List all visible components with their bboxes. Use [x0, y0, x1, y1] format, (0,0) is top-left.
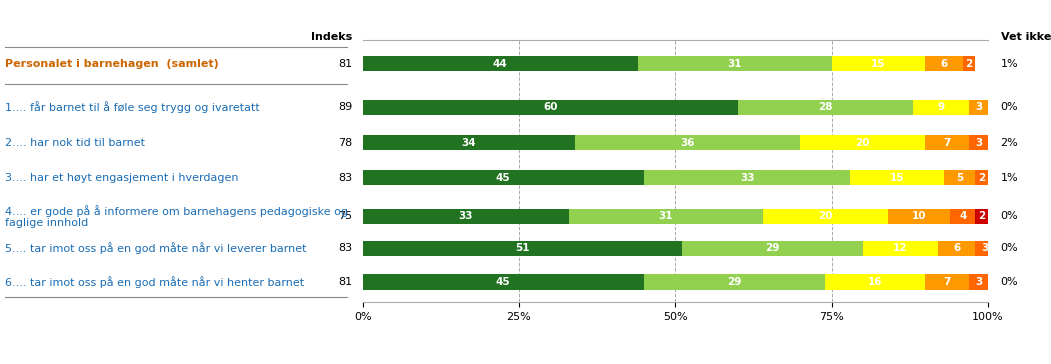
Text: 1.... får barnet til å føle seg trygg og ivaretatt: 1.... får barnet til å føle seg trygg og…: [5, 101, 260, 113]
Text: 33: 33: [458, 211, 473, 221]
Bar: [926, 135, 969, 150]
Text: 3: 3: [982, 244, 988, 253]
Bar: [888, 209, 950, 224]
Text: 78: 78: [337, 138, 352, 147]
Bar: [738, 100, 913, 115]
Bar: [969, 274, 988, 289]
Text: 28: 28: [818, 102, 832, 112]
Text: 5: 5: [956, 173, 964, 183]
Text: 51: 51: [515, 244, 530, 253]
Bar: [363, 241, 681, 256]
Text: 6.... tar imot oss på en god måte når vi henter barnet: 6.... tar imot oss på en god måte når vi…: [5, 276, 305, 288]
Text: 6: 6: [941, 59, 948, 68]
Text: 83: 83: [338, 173, 352, 183]
Text: 29: 29: [765, 244, 780, 253]
Text: 16: 16: [868, 277, 883, 287]
Text: 7: 7: [944, 277, 951, 287]
Text: 3.... har et høyt engasjement i hverdagen: 3.... har et høyt engasjement i hverdage…: [5, 173, 239, 183]
Bar: [975, 209, 988, 224]
Text: 1%: 1%: [1001, 173, 1018, 183]
Text: 4: 4: [960, 211, 967, 221]
Text: 3: 3: [975, 138, 983, 147]
Bar: [363, 100, 738, 115]
Text: Personalet i barnehagen  (samlet): Personalet i barnehagen (samlet): [5, 59, 219, 68]
Bar: [944, 170, 975, 185]
Bar: [975, 170, 988, 185]
Text: 81: 81: [338, 277, 352, 287]
Bar: [950, 209, 975, 224]
Text: 29: 29: [727, 277, 742, 287]
Bar: [969, 135, 988, 150]
Text: 1%: 1%: [1001, 59, 1018, 68]
Text: 15: 15: [890, 173, 905, 183]
Bar: [644, 274, 825, 289]
Text: 0%: 0%: [1001, 211, 1018, 221]
Bar: [975, 241, 994, 256]
Bar: [801, 135, 926, 150]
Text: 0%: 0%: [1001, 244, 1018, 253]
Bar: [575, 135, 801, 150]
Text: Vet ikke: Vet ikke: [1001, 32, 1051, 42]
Text: 34: 34: [461, 138, 476, 147]
Text: 20: 20: [856, 138, 870, 147]
Text: 2%: 2%: [1001, 138, 1018, 147]
Text: 45: 45: [496, 277, 511, 287]
Bar: [963, 56, 975, 71]
Bar: [969, 100, 988, 115]
Text: 0%: 0%: [1001, 102, 1018, 112]
Bar: [863, 241, 937, 256]
Text: 2.... har nok tid til barnet: 2.... har nok tid til barnet: [5, 138, 145, 147]
Text: 81: 81: [338, 59, 352, 68]
Text: 12: 12: [893, 244, 908, 253]
Text: 36: 36: [681, 138, 695, 147]
Bar: [913, 100, 969, 115]
Bar: [363, 170, 644, 185]
Bar: [363, 209, 569, 224]
Bar: [926, 56, 963, 71]
Text: 33: 33: [740, 173, 755, 183]
Bar: [569, 209, 763, 224]
Text: 5.... tar imot oss på en god måte når vi leverer barnet: 5.... tar imot oss på en god måte når vi…: [5, 242, 307, 254]
Text: 75: 75: [338, 211, 352, 221]
Bar: [681, 241, 863, 256]
Text: 45: 45: [496, 173, 511, 183]
Text: 31: 31: [659, 211, 673, 221]
Text: 7: 7: [944, 138, 951, 147]
Bar: [937, 241, 975, 256]
Text: 2: 2: [978, 211, 985, 221]
Bar: [850, 170, 944, 185]
Text: 9: 9: [937, 102, 945, 112]
Bar: [926, 274, 969, 289]
Text: 31: 31: [727, 59, 742, 68]
Bar: [825, 274, 926, 289]
Text: 3: 3: [975, 277, 983, 287]
Bar: [831, 56, 925, 71]
Text: 44: 44: [493, 59, 508, 68]
Text: 20: 20: [818, 211, 832, 221]
Text: 83: 83: [338, 244, 352, 253]
Text: 4.... er gode på å informere om barnehagens pedagogiske og
faglige innhold: 4.... er gode på å informere om barnehag…: [5, 205, 348, 228]
Text: 10: 10: [912, 211, 926, 221]
Bar: [763, 209, 888, 224]
Text: 89: 89: [337, 102, 352, 112]
Text: 2: 2: [966, 59, 973, 68]
Text: 6: 6: [953, 244, 961, 253]
Text: 2: 2: [978, 173, 985, 183]
Bar: [644, 170, 850, 185]
Text: 0%: 0%: [1001, 277, 1018, 287]
Text: 60: 60: [543, 102, 557, 112]
Bar: [363, 274, 644, 289]
Text: Indeks: Indeks: [311, 32, 352, 42]
Text: 3: 3: [975, 102, 983, 112]
Bar: [363, 56, 638, 71]
Bar: [638, 56, 831, 71]
Text: 15: 15: [871, 59, 886, 68]
Bar: [363, 135, 575, 150]
